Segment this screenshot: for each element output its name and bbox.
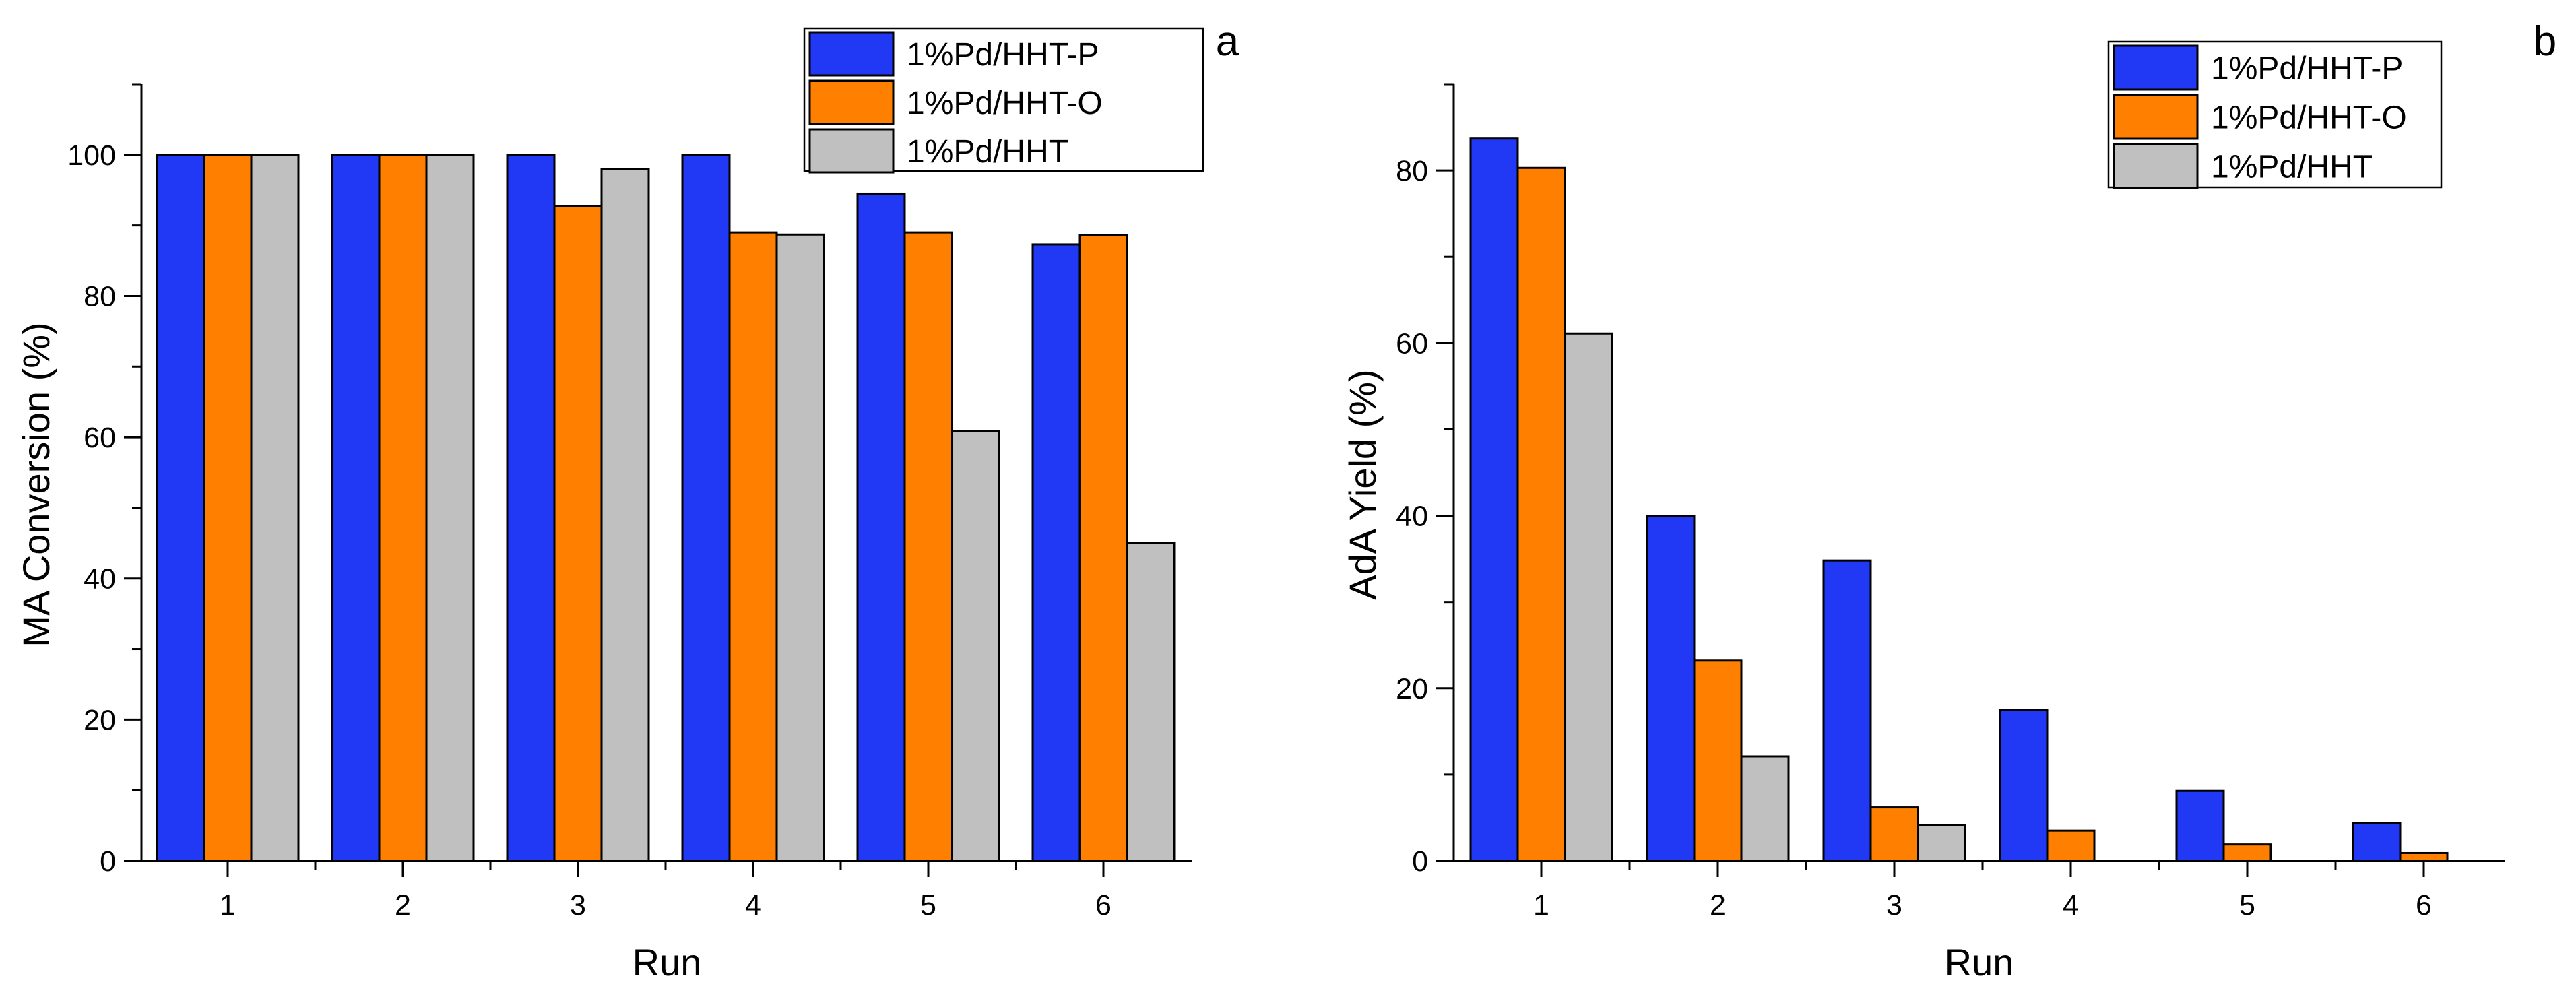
bar-1-pd-hht-p-run-3 (506, 154, 556, 862)
x-tick-label: 4 (2063, 889, 2079, 921)
x-tick-label: 1 (1533, 889, 1549, 921)
chart-panel-b: 0 20 40 60 80 1 2 3 4 5 6 Run AdA Yield (%) 1%Pd/HHT-… (1341, 18, 2556, 983)
y-tick-label: 60 (84, 422, 116, 454)
y-tick-label: 60 (1396, 327, 1428, 360)
bar-1-pd-hht-run-1 (250, 154, 300, 862)
legend-label: 1%Pd/HHT-P (907, 37, 1099, 73)
bar-1-pd-hht-o-run-1 (1516, 166, 1566, 862)
bar-1-pd-hht-o-run-6 (1078, 234, 1128, 862)
legend-swatch (2113, 94, 2199, 140)
bar-1-pd-hht-o-run-3 (553, 205, 603, 862)
bar-1-pd-hht-p-run-2 (1646, 515, 1696, 862)
bar-1-pd-hht-run-3 (1917, 824, 1966, 862)
bar-1-pd-hht-p-run-6 (2352, 822, 2402, 862)
legend-label: 1%Pd/HHT (2211, 150, 2373, 185)
x-tick-label: 6 (2416, 889, 2432, 921)
legend-label: 1%Pd/HHT-O (2211, 100, 2407, 136)
bar-1-pd-hht-o-run-2 (1693, 659, 1743, 862)
bar-1-pd-hht-p-run-4 (1999, 709, 2049, 862)
legend-label: 1%Pd/HHT-O (907, 86, 1103, 121)
bar-1-pd-hht-p-run-5 (856, 192, 906, 862)
x-tick-label: 3 (1886, 889, 1902, 921)
x-tick-label: 5 (2239, 889, 2255, 921)
bar-1-pd-hht-run-2 (1740, 755, 1790, 862)
bar-1-pd-hht-p-run-1 (1469, 137, 1519, 862)
x-axis-title: Run (1945, 941, 2014, 983)
panel-label: a (1216, 18, 1239, 65)
y-tick-label: 40 (1396, 500, 1428, 533)
bar-1-pd-hht-run-1 (1564, 332, 1613, 862)
y-axis-title: AdA Yield (%) (1341, 369, 1384, 599)
x-tick-label: 1 (220, 889, 236, 921)
x-tick-label: 3 (570, 889, 586, 921)
bar-1-pd-hht-o-run-4 (728, 231, 778, 862)
legend-swatch (808, 79, 895, 125)
bar-1-pd-hht-p-run-1 (156, 154, 205, 862)
y-axis-title: MA Conversion (%) (15, 322, 57, 647)
x-tick-label: 4 (745, 889, 761, 921)
legend-swatch (808, 128, 895, 174)
bar-1-pd-hht-run-2 (425, 154, 475, 862)
y-tick-label: 100 (67, 139, 116, 172)
legend-label: 1%Pd/HHT (907, 134, 1068, 170)
bar-1-pd-hht-o-run-6 (2399, 851, 2449, 862)
x-tick-label: 2 (395, 889, 411, 921)
x-tick-label: 2 (1710, 889, 1726, 921)
x-tick-label: 5 (920, 889, 936, 921)
bar-1-pd-hht-o-run-5 (903, 231, 953, 862)
bar-1-pd-hht-run-4 (775, 233, 825, 862)
bar-1-pd-hht-p-run-4 (681, 154, 731, 862)
bar-1-pd-hht-run-3 (600, 168, 650, 862)
y-tick-label: 20 (84, 704, 116, 736)
y-tick-label: 80 (84, 280, 116, 313)
y-tick-label: 0 (1412, 845, 1428, 878)
y-tick-label: 40 (84, 563, 116, 595)
bar-1-pd-hht-p-run-5 (2175, 789, 2225, 862)
bar-1-pd-hht-o-run-3 (1869, 806, 1919, 862)
y-tick-label: 80 (1396, 155, 1428, 187)
panel-label: b (2534, 18, 2556, 65)
legend-label: 1%Pd/HHT-P (2211, 51, 2403, 87)
bar-1-pd-hht-o-run-5 (2222, 843, 2272, 862)
bar-1-pd-hht-run-5 (951, 430, 1000, 862)
bar-1-pd-hht-run-6 (1126, 542, 1176, 862)
bar-1-pd-hht-p-run-3 (1822, 559, 1872, 862)
bar-1-pd-hht-o-run-1 (203, 154, 253, 862)
bar-1-pd-hht-p-run-6 (1031, 243, 1081, 862)
legend-swatch (2113, 44, 2199, 91)
legend-swatch (808, 31, 895, 77)
bar-1-pd-hht-o-run-2 (378, 154, 428, 862)
bar-1-pd-hht-p-run-2 (331, 154, 381, 862)
y-tick-label: 0 (100, 845, 116, 878)
y-tick-label: 20 (1396, 673, 1428, 705)
legend-swatch (2113, 143, 2199, 189)
x-tick-label: 6 (1095, 889, 1112, 921)
x-axis-title: Run (633, 941, 702, 983)
chart-panel-a: 0 20 40 60 80 100 1 2 3 4 5 6 Run MA Conversion (%) 1%… (15, 18, 1239, 983)
bar-1-pd-hht-o-run-4 (2046, 829, 2096, 862)
